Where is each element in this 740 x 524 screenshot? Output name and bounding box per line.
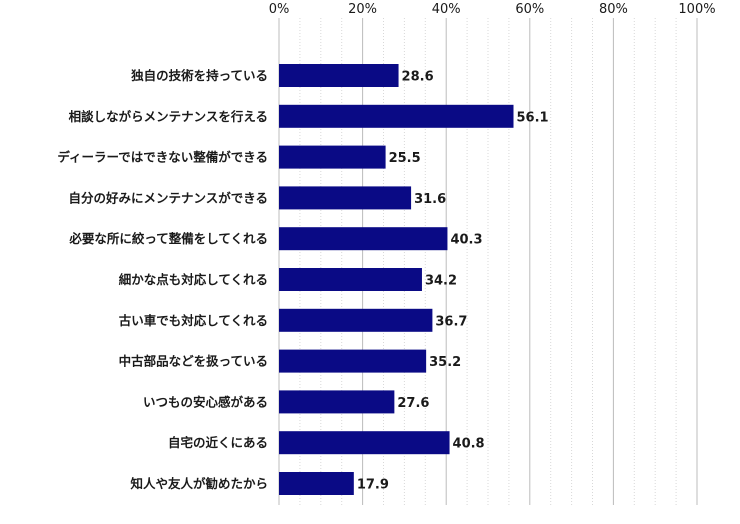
x-tick-label: 80%: [599, 2, 628, 17]
category-label: いつもの安心感がある: [143, 394, 268, 409]
value-label: 40.3: [450, 233, 482, 248]
category-label: 中古部品などを扱っている: [119, 354, 268, 369]
category-label: 相談しながらメンテナンスを行える: [69, 109, 268, 124]
bar: [279, 308, 433, 332]
bar: [279, 227, 448, 251]
category-label: 必要な所に絞って整備をしてくれる: [68, 231, 268, 246]
value-label: 28.6: [402, 70, 434, 85]
x-tick-label: 20%: [348, 2, 377, 17]
bar: [279, 104, 514, 128]
value-label: 56.1: [516, 110, 548, 125]
value-label: 31.6: [414, 192, 446, 207]
x-tick-label: 0%: [269, 2, 290, 17]
value-label: 34.2: [425, 274, 457, 289]
value-label: 36.7: [435, 314, 467, 329]
x-tick-label: 60%: [515, 2, 544, 17]
category-label: 細かな点も対応してくれる: [119, 272, 268, 287]
x-tick-label: 100%: [678, 2, 715, 17]
value-label: 27.6: [397, 396, 429, 411]
category-label: ディーラーではできない整備ができる: [57, 150, 268, 165]
bar: [279, 268, 422, 291]
category-label: 自分の好みにメンテナンスができる: [68, 190, 268, 205]
category-label: 自宅の近くにある: [168, 435, 268, 450]
category-label: 古い車でも対応してくれる: [119, 313, 268, 328]
bar: [279, 186, 412, 210]
value-label: 40.8: [453, 437, 485, 452]
x-tick-label: 40%: [432, 2, 461, 17]
value-label: 17.9: [357, 478, 389, 493]
category-labels: 独自の技術を持っている相談しながらメンテナンスを行えるディーラーではできない整備…: [57, 68, 268, 491]
category-label: 知人や友人が勧めたから: [129, 476, 268, 491]
x-axis-ticks: 0% 20% 40% 60% 80% 100%: [269, 2, 716, 17]
category-label: 独自の技術を持っている: [130, 68, 268, 83]
value-label: 25.5: [389, 151, 421, 166]
bars: [279, 64, 514, 495]
bar: [279, 390, 395, 414]
bar: [279, 145, 386, 169]
value-labels: 28.6 56.1 25.5 31.6 40.3 34.2 36.7 35.2 27.6 40.8…: [357, 70, 549, 493]
bar: [279, 349, 427, 373]
grid-lines: [278, 18, 698, 505]
bar: [279, 431, 450, 455]
bar: [279, 64, 399, 87]
value-label: 35.2: [429, 355, 461, 370]
bar: [279, 472, 354, 495]
